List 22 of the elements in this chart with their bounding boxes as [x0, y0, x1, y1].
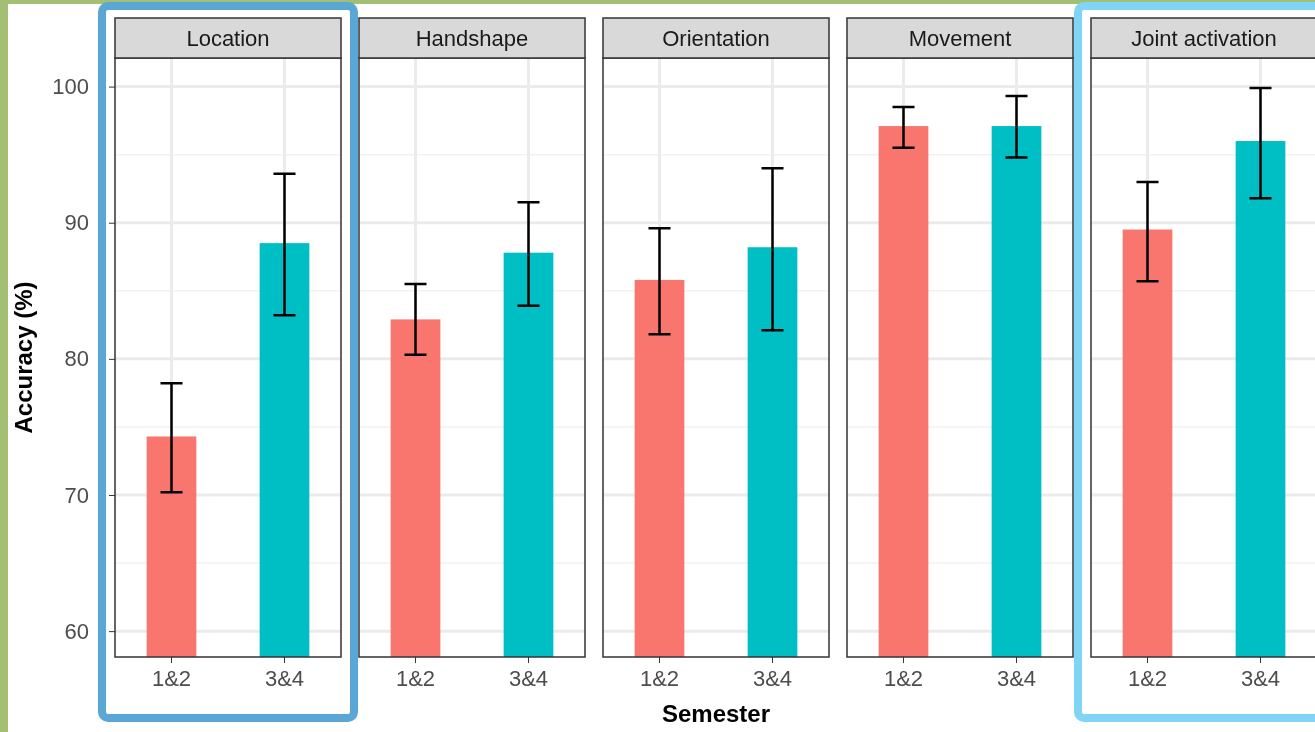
- y-axis-title: Accuracy (%): [10, 281, 37, 434]
- y-tick-label: 100: [52, 74, 89, 100]
- x-tick-label: 1&2: [883, 665, 924, 691]
- x-axis-title: Semester: [661, 700, 771, 727]
- y-tick-label: 70: [64, 482, 89, 508]
- x-tick-label: 1&2: [1127, 665, 1168, 691]
- x-tick-label: 3&4: [1240, 665, 1281, 691]
- x-tick-label: 3&4: [508, 665, 549, 691]
- y-tick-label: 80: [64, 346, 89, 372]
- x-tick-label: 1&2: [395, 665, 436, 691]
- chart-title: Movement: [908, 26, 1012, 51]
- chart-title: Location: [186, 26, 270, 51]
- chart-title: Joint activation: [1131, 26, 1277, 51]
- chart-title: Handshape: [415, 26, 529, 51]
- y-tick-label: 90: [64, 210, 89, 236]
- chart-title: Orientation: [662, 26, 770, 51]
- x-tick-label: 3&4: [752, 665, 793, 691]
- x-tick-label: 3&4: [264, 665, 305, 691]
- y-tick-label: 60: [64, 618, 89, 644]
- x-tick-label: 3&4: [996, 665, 1037, 691]
- x-tick-label: 1&2: [151, 665, 192, 691]
- x-tick-label: 1&2: [639, 665, 680, 691]
